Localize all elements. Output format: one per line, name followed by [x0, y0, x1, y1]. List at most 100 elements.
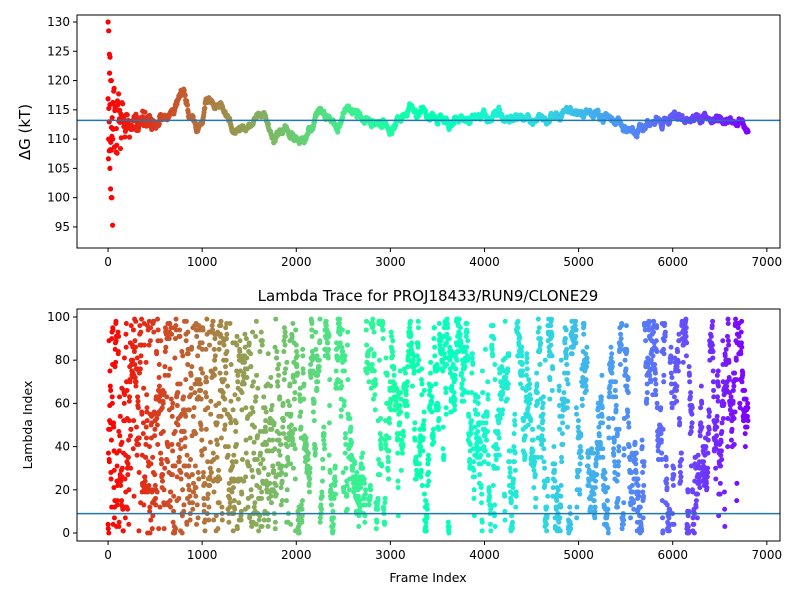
lambda-point: [452, 403, 457, 408]
lambda-point: [606, 425, 611, 430]
lambda-point: [480, 390, 485, 395]
lambda-point: [114, 338, 119, 343]
lambda-point: [161, 487, 166, 492]
lambda-point: [208, 399, 213, 404]
lambda-point: [643, 338, 648, 343]
lambda-point: [119, 498, 124, 503]
lambda-point: [221, 390, 226, 395]
lambda-point: [506, 381, 511, 386]
lambda-point: [488, 522, 493, 527]
lambda-point: [144, 360, 149, 365]
lambda-point: [401, 429, 406, 434]
lambda-point: [556, 520, 561, 525]
lambda-point: [196, 515, 201, 520]
lambda-point: [480, 520, 485, 525]
lambda-point: [160, 479, 165, 484]
lambda-point: [345, 483, 350, 488]
lambda-point: [390, 353, 395, 358]
lambda-point: [339, 407, 344, 412]
lambda-point: [217, 500, 222, 505]
lambda-point: [594, 472, 599, 477]
lambda-point: [489, 343, 494, 348]
lambda-point: [212, 336, 217, 341]
lambda-point: [558, 494, 563, 499]
lambda-point: [341, 470, 346, 475]
lambda-point: [308, 466, 313, 471]
lambda-point: [214, 438, 219, 443]
lambda-point: [318, 502, 323, 507]
lambda-point: [177, 334, 182, 339]
delta-g-point: [142, 110, 147, 115]
lambda-point: [192, 390, 197, 395]
delta-g-y-tick-label: 105: [47, 161, 70, 175]
lambda-point: [167, 321, 172, 326]
lambda-point: [642, 459, 647, 464]
lambda-point: [366, 379, 371, 384]
lambda-point: [345, 343, 350, 348]
lambda-point: [318, 520, 323, 525]
lambda-point: [476, 394, 481, 399]
lambda-point: [260, 343, 265, 348]
lambda-point: [559, 455, 564, 460]
delta-g-point: [116, 91, 121, 96]
lambda-point: [127, 418, 132, 423]
lambda-point: [659, 438, 664, 443]
lambda-point: [222, 397, 227, 402]
lambda-point: [495, 446, 500, 451]
lambda-point: [237, 349, 242, 354]
delta-g-points: [105, 19, 750, 227]
lambda-point: [611, 416, 616, 421]
lambda-point: [268, 375, 273, 380]
lambda-point: [342, 399, 347, 404]
lambda-point: [229, 362, 234, 367]
lambda-point: [478, 453, 483, 458]
delta-g-point: [105, 19, 110, 24]
lambda-point: [613, 379, 618, 384]
lambda-point: [186, 351, 191, 356]
lambda-point: [633, 461, 638, 466]
lambda-point: [699, 401, 704, 406]
lambda-point: [111, 420, 116, 425]
lambda-point: [184, 319, 189, 324]
lambda-point: [674, 384, 679, 389]
lambda-point: [670, 405, 675, 410]
lambda-point: [582, 321, 587, 326]
lambda-point: [431, 336, 436, 341]
lambda-point: [636, 483, 641, 488]
lambda-point: [548, 343, 553, 348]
lambda-point: [397, 420, 402, 425]
lambda-point: [386, 468, 391, 473]
lambda-point: [397, 403, 402, 408]
lambda-point: [345, 507, 350, 512]
lambda-point: [377, 472, 382, 477]
lambda-point: [398, 410, 403, 415]
lambda-point: [541, 412, 546, 417]
lambda-point: [190, 507, 195, 512]
lambda-point: [257, 485, 262, 490]
lambda-point: [150, 455, 155, 460]
lambda-point: [298, 425, 303, 430]
lambda-point: [560, 414, 565, 419]
lambda-point: [595, 451, 600, 456]
lambda-point: [543, 358, 548, 363]
lambda-point: [600, 420, 605, 425]
lambda-point: [527, 392, 532, 397]
lambda-point: [253, 399, 258, 404]
lambda-point: [277, 438, 282, 443]
lambda-x-tick-label: 0: [104, 548, 112, 562]
lambda-point: [396, 485, 401, 490]
lambda-point: [250, 474, 255, 479]
lambda-point: [181, 394, 186, 399]
lambda-point: [292, 427, 297, 432]
lambda-point: [484, 420, 489, 425]
lambda-point: [107, 459, 112, 464]
delta-g-y-tick-label: 110: [47, 132, 70, 146]
lambda-point: [580, 397, 585, 402]
lambda-point: [304, 435, 309, 440]
lambda-point: [549, 332, 554, 337]
lambda-point: [459, 381, 464, 386]
lambda-point: [218, 319, 223, 324]
lambda-point: [644, 401, 649, 406]
lambda-point: [542, 466, 547, 471]
lambda-point: [189, 386, 194, 391]
